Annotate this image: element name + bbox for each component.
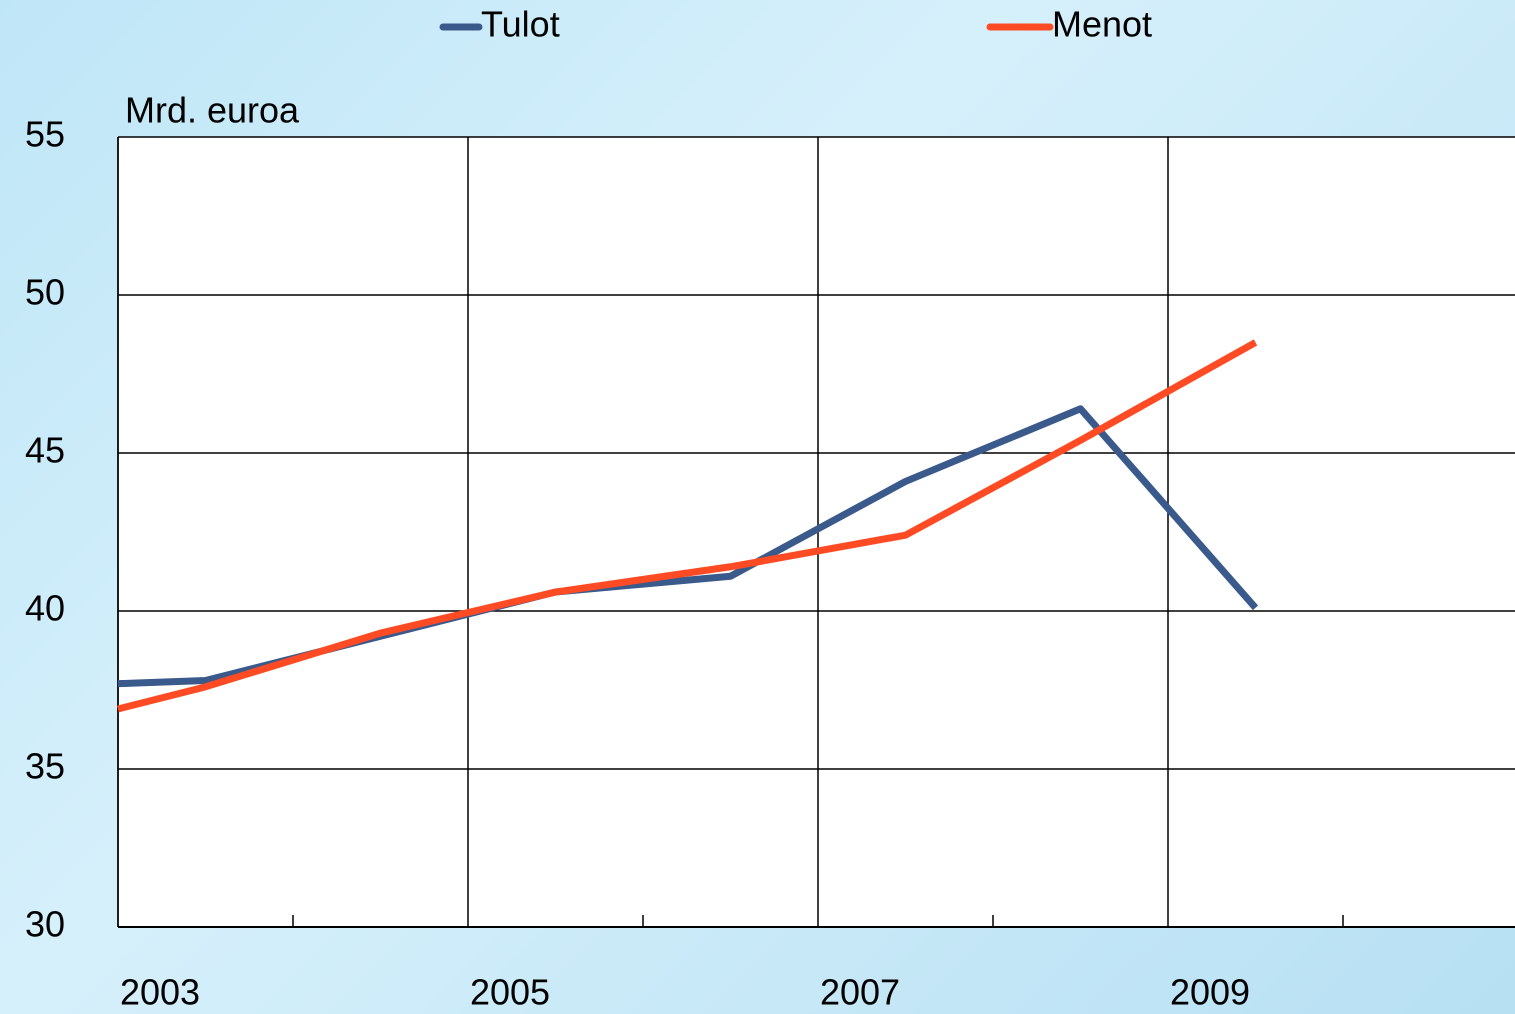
legend-label: Menot <box>1052 4 1152 45</box>
y-tick-label: 35 <box>25 746 65 787</box>
y-tick-label: 50 <box>25 272 65 313</box>
y-tick-label: 40 <box>25 588 65 629</box>
x-tick-label: 2009 <box>1170 972 1250 1013</box>
y-tick-label: 30 <box>25 904 65 945</box>
y-tick-label: 55 <box>25 114 65 155</box>
series-line <box>117 405 1259 688</box>
y-tick-label: 45 <box>25 430 65 471</box>
y-axis-label: Mrd. euroa <box>125 90 300 131</box>
x-tick-label: 2005 <box>470 972 550 1013</box>
x-tick-label: 2003 <box>120 972 200 1013</box>
legend-label: Tulot <box>481 4 560 45</box>
series-line <box>117 339 1258 713</box>
x-tick-label: 2007 <box>820 972 900 1013</box>
